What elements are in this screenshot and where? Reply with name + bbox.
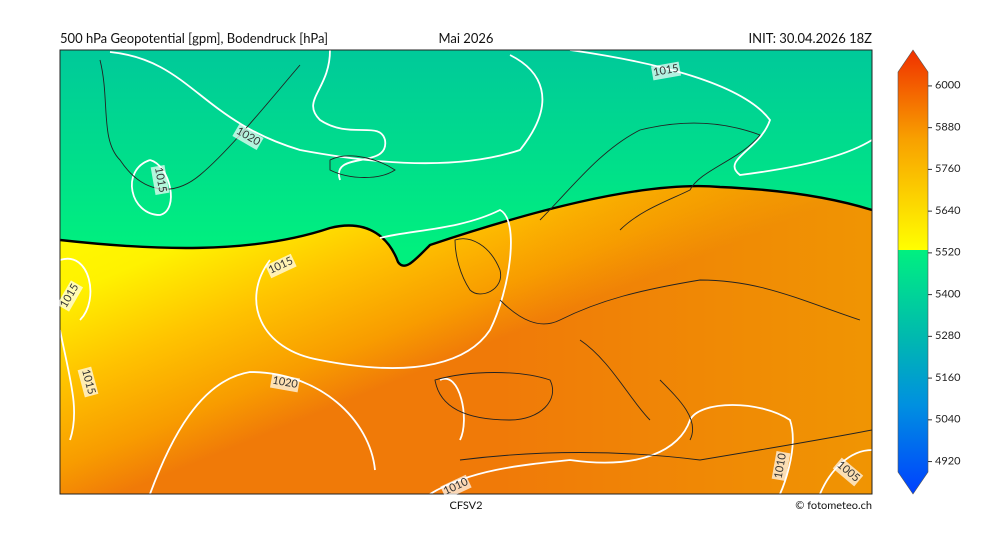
colorbar-tick-label: 6000 <box>935 79 961 92</box>
init-time: INIT: 30.04.2026 18Z <box>749 30 873 46</box>
isobar-label-box <box>440 474 472 500</box>
title: 500 hPa Geopotential [gpm], Bodendruck [… <box>60 30 328 46</box>
isobar-label-box <box>832 457 864 487</box>
isobar-label: 1020 <box>269 373 301 393</box>
isobar-label-box <box>650 61 682 81</box>
isobar-label-text: 1015 <box>152 166 169 193</box>
isobar-label: 1010 <box>771 450 791 482</box>
isobar-label-box <box>150 164 170 196</box>
period: Mai 2026 <box>439 30 494 46</box>
isobar-label-text: 1010 <box>772 452 789 480</box>
isobar-label-box <box>56 280 84 312</box>
colorbar-tick-label: 5400 <box>935 287 961 300</box>
colorbar-tick-label: 5280 <box>935 329 961 342</box>
colorbar <box>897 49 929 495</box>
isobar-label-box <box>771 450 791 482</box>
map-area <box>60 50 872 494</box>
isobar-label-box <box>265 253 297 279</box>
isobar-label: 1015 <box>650 61 682 81</box>
colorbar-tick-label: 5520 <box>935 246 961 259</box>
isobar-label-box <box>269 373 301 393</box>
colorbar-tick-label: 5160 <box>935 371 961 384</box>
isobar-label: 1015 <box>150 164 170 196</box>
isobar-label-text: 1015 <box>79 368 98 396</box>
credit: © fotometeo.ch <box>795 499 872 512</box>
model-name: CFSV2 <box>449 499 482 512</box>
colorbar-tick-label: 5640 <box>935 204 961 217</box>
colorbar-tick-label: 4920 <box>935 454 961 467</box>
colorbar-tick-label: 5880 <box>935 120 961 133</box>
map-frame <box>59 49 873 495</box>
isobar-label-text: 1020 <box>271 374 299 391</box>
isobar-label-text: 1015 <box>652 62 679 79</box>
colorbar-tick-label: 5760 <box>935 162 961 175</box>
isobar-label-box <box>232 123 264 151</box>
colorbar-tick-label: 5040 <box>935 413 961 426</box>
